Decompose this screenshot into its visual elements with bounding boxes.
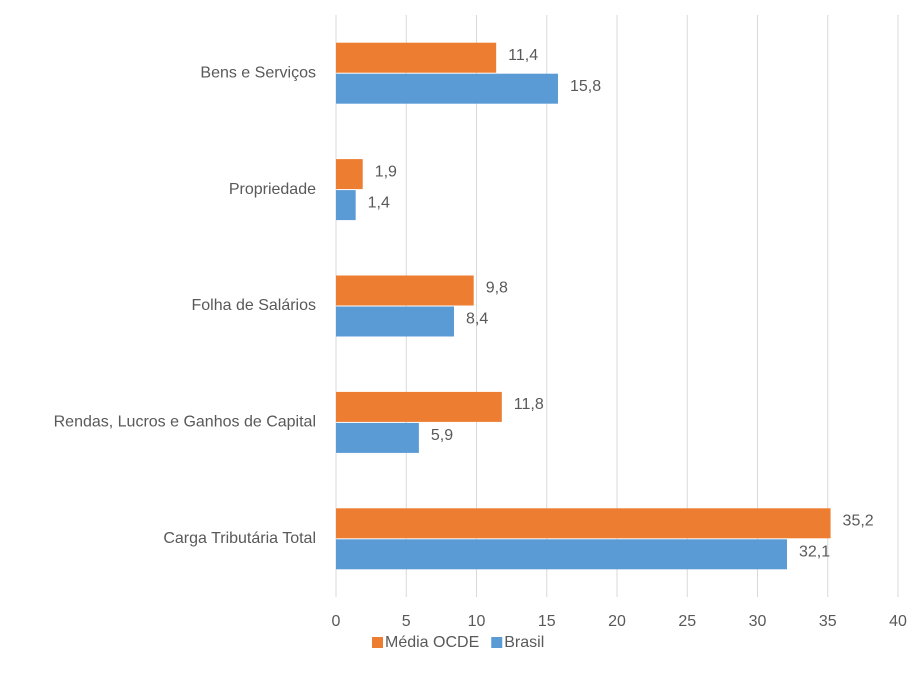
bar [336,508,831,539]
value-label: 15,8 [570,78,601,95]
x-tick-label: 10 [468,613,486,630]
value-label: 5,9 [431,427,453,444]
x-tick-label: 20 [608,613,626,630]
bar [336,539,788,570]
value-label: 11,8 [514,396,544,413]
bar [336,190,356,221]
bar [336,422,419,453]
value-label: 1,4 [368,194,390,211]
bar [336,159,363,190]
x-tick-label: 30 [749,613,767,630]
legend-swatch [491,637,503,648]
bar [336,306,455,337]
bar [336,73,558,104]
x-tick-label: 15 [538,613,556,630]
value-label: 9,8 [486,280,508,297]
value-label: 8,4 [466,311,488,328]
bar [336,391,502,422]
legend-label: Média OCDE [385,634,479,651]
value-label: 1,9 [375,163,397,180]
legend-label: Brasil [504,634,544,651]
x-tick-label: 25 [678,613,696,630]
y-tick-label: Propriedade [229,181,316,198]
y-tick-label: Rendas, Lucros e Ganhos de Capital [54,414,316,431]
legend-swatch [372,637,383,648]
bar [336,275,474,306]
y-tick-label: Bens e Serviços [200,64,316,81]
value-label: 32,1 [799,544,830,561]
x-tick-label: 5 [402,613,411,630]
value-label: 11,4 [508,47,538,64]
bar [336,42,497,73]
y-tick-label: Folha de Salários [191,297,316,314]
value-label: 35,2 [843,513,874,530]
x-tick-label: 35 [819,613,837,630]
x-tick-label: 40 [889,613,907,630]
x-tick-label: 0 [332,613,341,630]
y-tick-label: Carga Tributária Total [163,530,316,547]
